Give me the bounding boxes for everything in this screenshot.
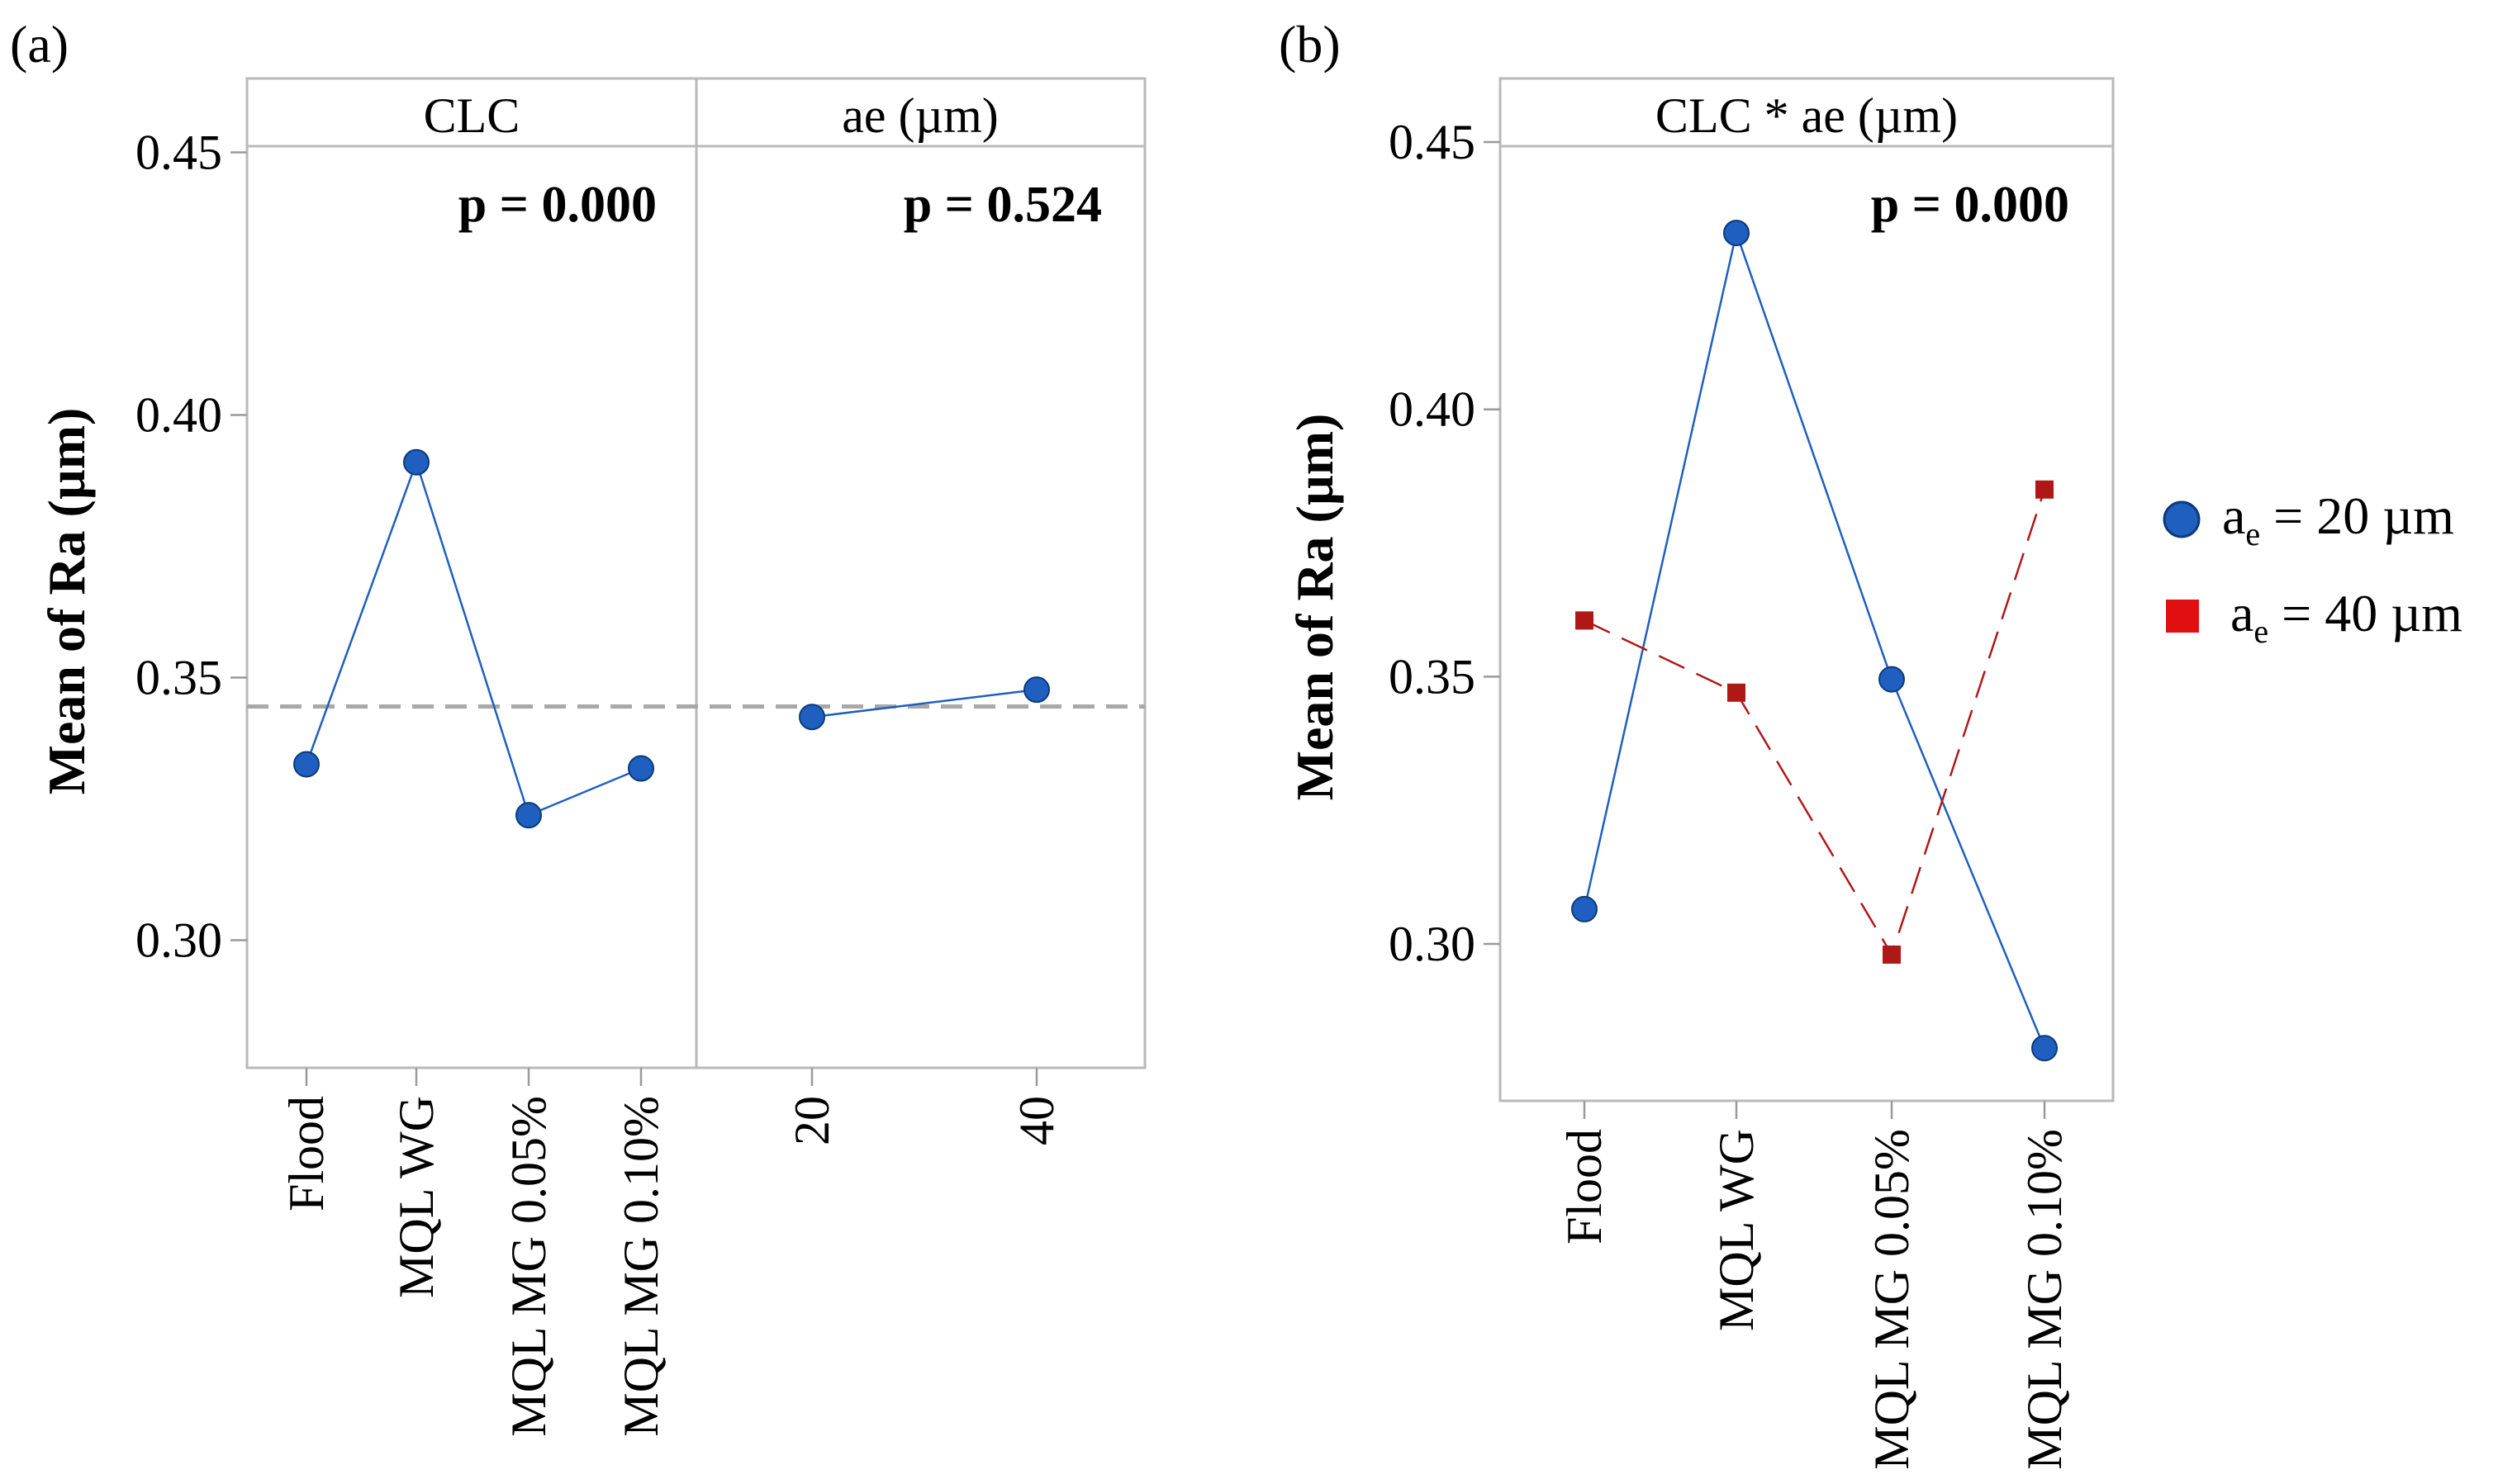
x-tick-label: MQL MG 0.10% (614, 1096, 668, 1437)
panel-b-frame (1498, 77, 2115, 1102)
legend-marker-square (2166, 600, 2199, 633)
y-tick-label: 0.30 (1389, 917, 1475, 971)
panel-a-pvalue-ae: p = 0.524 (904, 177, 1102, 233)
panel-a-x-axis: Flood MQL WG MQL MG 0.05% MQL MG 0.10% 20 40 (279, 1068, 1064, 1437)
y-tick-label: 0.40 (135, 388, 222, 443)
y-tick-label: 0.45 (1389, 115, 1475, 169)
y-tick-label: 0.35 (135, 651, 222, 705)
data-point (515, 802, 542, 829)
series-line (305, 458, 642, 817)
panel-a-ylabel: Mean of Ra (µm) (37, 408, 96, 795)
x-tick-label: 20 (785, 1096, 839, 1145)
panel-b: (b) Mean of Ra (µm) CLC * ae (µm) p = 0.… (1279, 15, 2462, 1470)
data-point (1023, 676, 1050, 704)
data-point (403, 448, 430, 476)
panel-a: (a) Mean of Ra (µm) CLC ae (µm) p = 0.00… (10, 15, 1147, 1437)
x-tick-label: MQL WG (1709, 1129, 1764, 1331)
legend-label-base: a (2222, 486, 2245, 545)
data-point-ae-40 (1575, 611, 1593, 630)
panel-b-ylabel: Mean of Ra (µm) (1285, 414, 1344, 801)
data-point-ae-20 (1571, 895, 1598, 922)
x-tick-label: Flood (279, 1096, 334, 1211)
panel-a-header-clc: CLC (424, 88, 520, 143)
legend: ae = 20 µm ae = 40 µm (2163, 486, 2462, 650)
panel-a-pvalue-clc: p = 0.000 (458, 177, 657, 233)
y-tick-label: 0.40 (1389, 382, 1475, 437)
legend-label-sub: e (2253, 613, 2268, 650)
x-tick-label: MQL MG 0.10% (2017, 1129, 2072, 1470)
legend-label-rest: = 20 µm (2260, 486, 2454, 545)
legend-item-ae-20: ae = 20 µm (2163, 486, 2454, 552)
panel-a-header-ae: ae (µm) (842, 88, 998, 143)
legend-item-ae-40: ae = 40 µm (2166, 584, 2462, 650)
y-tick-label: 0.45 (135, 126, 222, 180)
legend-label-sub: e (2245, 515, 2260, 552)
panel-b-x-axis: Flood MQL WG MQL MG 0.05% MQL MG 0.10% (1557, 1101, 2072, 1470)
data-point (293, 751, 320, 778)
data-point-ae-20 (2031, 1035, 2058, 1062)
x-tick-label: MQL MG 0.05% (1864, 1129, 1919, 1470)
panel-b-label: (b) (1279, 15, 1341, 73)
legend-marker-circle (2163, 500, 2201, 538)
legend-label-rest: = 40 µm (2268, 584, 2462, 642)
y-tick-label: 0.30 (135, 913, 222, 968)
x-tick-label: 40 (1009, 1096, 1064, 1145)
panel-a-label: (a) (10, 15, 69, 73)
data-point (628, 755, 654, 782)
panel-b-pvalue: p = 0.000 (1871, 177, 2069, 233)
data-point-ae-40 (1727, 683, 1745, 702)
legend-label-ae-20: ae = 20 µm (2222, 486, 2454, 552)
y-tick-label: 0.35 (1389, 649, 1475, 704)
data-point-ae-40 (2035, 480, 2054, 499)
x-tick-label: Flood (1557, 1129, 1612, 1245)
x-tick-label: MQL MG 0.05% (501, 1096, 556, 1437)
panel-b-y-axis: 0.30 0.35 0.40 0.45 (1389, 115, 1500, 971)
data-point-ae-20 (1723, 220, 1750, 247)
series-line (811, 688, 1038, 718)
panel-b-series (1571, 220, 2058, 1062)
panel-a-y-axis: 0.30 0.35 0.40 0.45 (135, 126, 247, 968)
data-point-ae-20 (1878, 666, 1905, 693)
x-tick-label: MQL WG (389, 1096, 444, 1298)
series-line-ae-20 (1583, 229, 2046, 1049)
legend-label-ae-40: ae = 40 µm (2230, 584, 2462, 650)
data-point-ae-40 (1883, 945, 1901, 964)
legend-label-base: a (2230, 584, 2253, 642)
series-line-ae-40 (1584, 489, 2046, 957)
panel-b-header: CLC * ae (µm) (1655, 88, 1958, 143)
data-point (799, 704, 825, 731)
panel-a-series (293, 448, 1050, 829)
